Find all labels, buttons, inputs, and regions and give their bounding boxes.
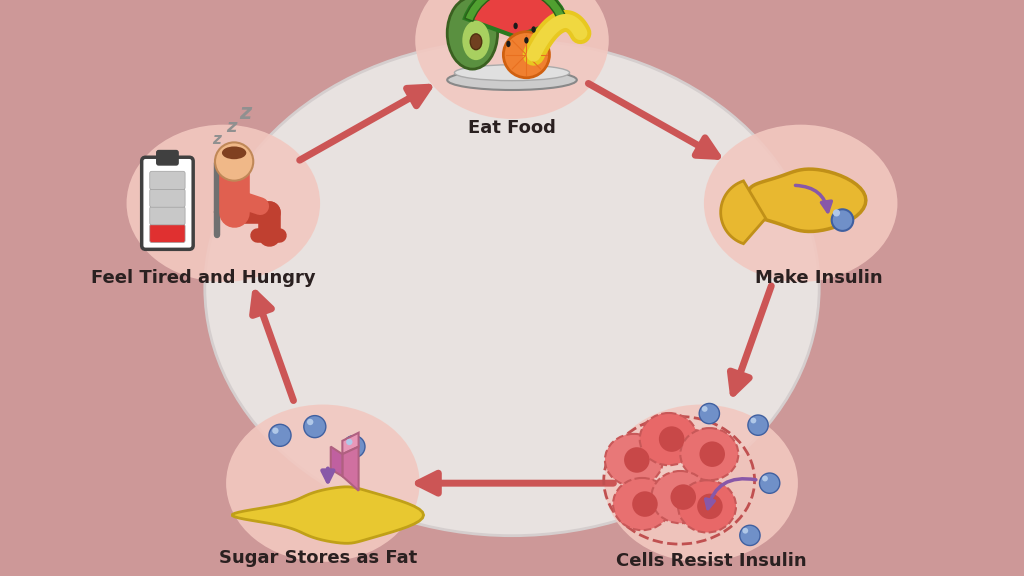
- Text: Cells Resist Insulin: Cells Resist Insulin: [615, 552, 807, 570]
- Circle shape: [504, 32, 550, 78]
- Ellipse shape: [127, 124, 321, 282]
- Ellipse shape: [447, 0, 498, 69]
- Circle shape: [658, 426, 684, 452]
- Ellipse shape: [304, 416, 326, 438]
- Circle shape: [215, 142, 253, 181]
- Ellipse shape: [470, 34, 481, 50]
- Ellipse shape: [739, 525, 760, 545]
- Ellipse shape: [751, 418, 757, 423]
- Ellipse shape: [742, 528, 749, 533]
- Text: Sugar Stores as Fat: Sugar Stores as Fat: [219, 549, 417, 567]
- Ellipse shape: [269, 425, 291, 446]
- Ellipse shape: [678, 480, 736, 532]
- Ellipse shape: [640, 413, 697, 465]
- Ellipse shape: [222, 146, 247, 159]
- Ellipse shape: [703, 124, 897, 282]
- Text: Feel Tired and Hungry: Feel Tired and Hungry: [91, 270, 315, 287]
- Ellipse shape: [447, 70, 577, 90]
- Ellipse shape: [604, 404, 798, 562]
- Text: z: z: [240, 103, 252, 123]
- Circle shape: [697, 494, 723, 519]
- FancyBboxPatch shape: [150, 224, 185, 242]
- Polygon shape: [342, 446, 358, 491]
- Circle shape: [624, 447, 649, 473]
- Ellipse shape: [343, 435, 365, 458]
- FancyBboxPatch shape: [150, 171, 185, 190]
- Circle shape: [671, 484, 696, 510]
- Ellipse shape: [462, 21, 489, 60]
- Text: Make Insulin: Make Insulin: [755, 270, 883, 287]
- Ellipse shape: [226, 404, 420, 562]
- Ellipse shape: [701, 406, 708, 412]
- Ellipse shape: [680, 428, 738, 480]
- Polygon shape: [342, 433, 358, 454]
- Circle shape: [632, 491, 657, 517]
- Polygon shape: [232, 487, 424, 543]
- Ellipse shape: [205, 40, 819, 536]
- Ellipse shape: [760, 473, 780, 493]
- Text: z: z: [226, 118, 237, 136]
- Ellipse shape: [651, 471, 710, 523]
- Ellipse shape: [272, 427, 279, 434]
- Circle shape: [699, 441, 725, 467]
- FancyBboxPatch shape: [150, 207, 185, 225]
- Ellipse shape: [699, 403, 720, 424]
- Text: Eat Food: Eat Food: [468, 119, 556, 137]
- Ellipse shape: [307, 419, 313, 425]
- FancyBboxPatch shape: [150, 189, 185, 207]
- Ellipse shape: [613, 478, 671, 530]
- Ellipse shape: [513, 22, 518, 29]
- Ellipse shape: [506, 41, 511, 47]
- Polygon shape: [721, 181, 766, 244]
- Ellipse shape: [455, 65, 569, 81]
- Wedge shape: [465, 0, 566, 37]
- FancyBboxPatch shape: [141, 157, 194, 249]
- Polygon shape: [749, 169, 866, 232]
- Polygon shape: [331, 446, 342, 476]
- Ellipse shape: [605, 434, 663, 486]
- FancyBboxPatch shape: [157, 150, 178, 165]
- Ellipse shape: [531, 26, 536, 33]
- Ellipse shape: [831, 209, 853, 231]
- Wedge shape: [465, 0, 566, 21]
- Text: z: z: [212, 132, 221, 147]
- Ellipse shape: [762, 476, 768, 482]
- Ellipse shape: [416, 0, 608, 119]
- Ellipse shape: [346, 439, 352, 445]
- Ellipse shape: [524, 37, 528, 44]
- Ellipse shape: [748, 415, 768, 435]
- Ellipse shape: [833, 209, 840, 217]
